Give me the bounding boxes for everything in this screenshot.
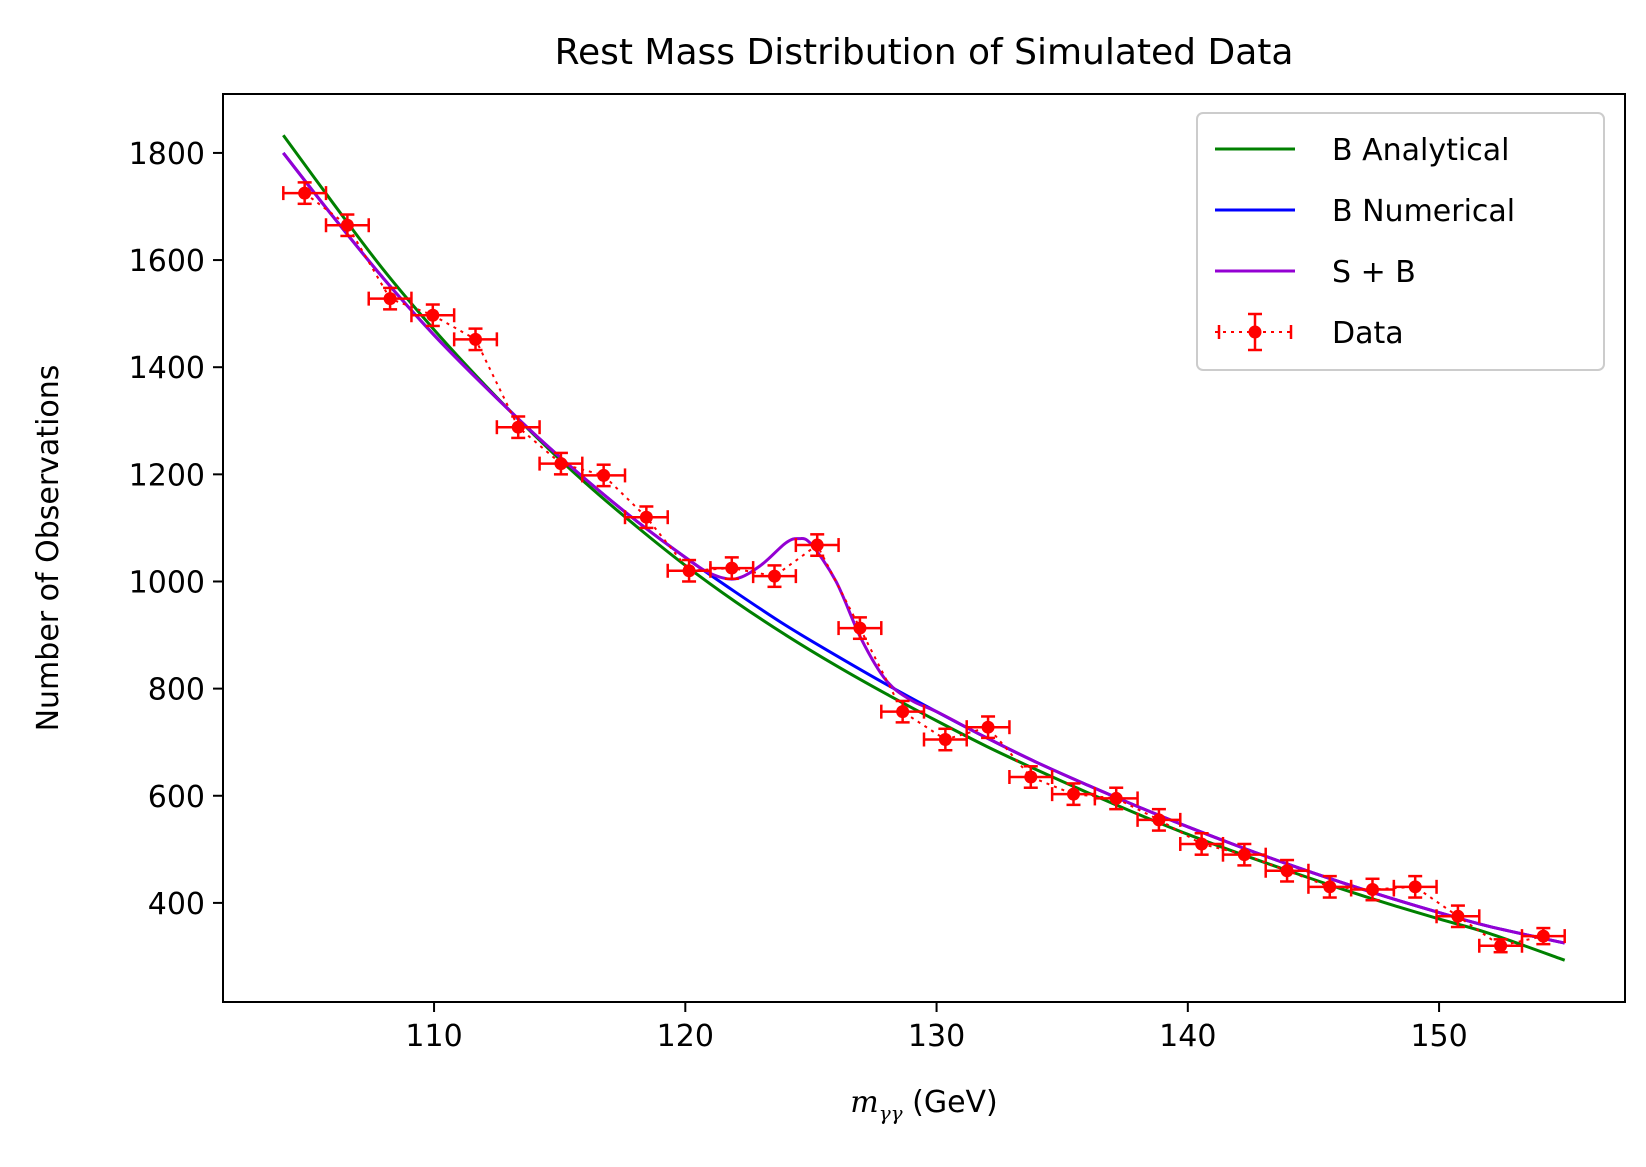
- data-marker: [298, 186, 312, 200]
- data-marker: [1152, 813, 1166, 827]
- data-marker: [810, 538, 824, 552]
- x-tick-label: 120: [657, 1019, 714, 1054]
- x-axis-math-subscript: γγ: [879, 1101, 903, 1125]
- data-marker: [1280, 864, 1294, 878]
- data-point: [538, 451, 584, 476]
- data-point: [1307, 874, 1353, 899]
- data-marker: [1365, 883, 1379, 897]
- data-marker: [1237, 848, 1251, 862]
- x-tick-label: 130: [908, 1019, 965, 1054]
- data-point: [837, 616, 883, 641]
- y-tick-label: 1800: [129, 137, 205, 172]
- data-marker: [1451, 909, 1465, 923]
- data-marker: [1408, 880, 1422, 894]
- y-tick-label: 1200: [129, 458, 205, 493]
- y-axis-title: Number of Observations: [31, 365, 66, 732]
- data-marker: [853, 621, 867, 635]
- x-axis-unit: (GeV): [903, 1085, 998, 1120]
- data-point: [367, 286, 413, 311]
- data-point: [324, 213, 370, 238]
- data-marker: [597, 468, 611, 482]
- legend-box: [1196, 112, 1605, 371]
- data-point: [623, 505, 669, 530]
- plot-area-frame: [222, 93, 1626, 1003]
- data-marker: [682, 564, 696, 578]
- data-point: [1221, 842, 1267, 867]
- legend-item-data: Data: [1215, 312, 1404, 352]
- x-axis-title: mγγ (GeV): [850, 1085, 998, 1125]
- series-line-s-b: [282, 152, 1566, 945]
- data-point: [709, 556, 755, 581]
- data-marker: [981, 720, 995, 734]
- x-axis-math-symbol: m: [850, 1085, 878, 1120]
- data-marker: [768, 569, 782, 583]
- y-tick-label: 1600: [129, 244, 205, 279]
- legend: B Analytical B Numerical S + B Data: [1196, 112, 1605, 371]
- y-tick-label: 1400: [129, 351, 205, 386]
- y-tick-label: 600: [148, 780, 205, 815]
- legend-label: B Numerical: [1332, 194, 1515, 229]
- x-tick-label: 150: [1410, 1019, 1467, 1054]
- x-tick-label: 140: [1159, 1019, 1216, 1054]
- data-point: [1179, 832, 1225, 856]
- data-point: [581, 463, 627, 488]
- data-marker: [1494, 939, 1508, 953]
- legend-item-s-b: S + B: [1215, 255, 1416, 290]
- legend-label: B Analytical: [1332, 133, 1509, 168]
- legend-label: S + B: [1332, 255, 1416, 290]
- data-marker: [1195, 837, 1209, 851]
- data-point: [282, 181, 328, 206]
- x-axis: 110 120 130 140 150: [405, 1002, 1468, 1054]
- data-point: [794, 533, 840, 558]
- data-points-layer: [282, 181, 1566, 954]
- x-tick-label: 110: [405, 1019, 462, 1054]
- data-marker: [554, 457, 568, 471]
- data-point: [1264, 858, 1310, 883]
- y-tick-label: 400: [148, 887, 205, 922]
- data-connector-line: [304, 192, 1544, 947]
- data-marker: [1109, 791, 1123, 805]
- data-point: [1478, 938, 1524, 954]
- legend-item-b-analytical: B Analytical: [1215, 133, 1509, 168]
- y-tick-label: 800: [148, 673, 205, 708]
- y-tick-label: 1000: [129, 565, 205, 600]
- data-marker: [896, 705, 910, 719]
- data-marker: [639, 510, 653, 524]
- data-marker: [426, 308, 440, 322]
- y-axis: 400 600 800 1000 1200 1400 1600 1800: [129, 137, 223, 922]
- legend-item-b-numerical: B Numerical: [1215, 194, 1515, 229]
- data-point: [1136, 807, 1182, 832]
- data-point: [410, 303, 456, 328]
- data-marker: [511, 420, 525, 434]
- data-marker: [1536, 929, 1550, 943]
- data-point: [880, 699, 926, 724]
- chart-title: Rest Mass Distribution of Simulated Data: [555, 32, 1294, 73]
- data-marker: [340, 218, 354, 232]
- data-point: [1435, 904, 1481, 929]
- data-point: [965, 715, 1011, 740]
- legend-label: Data: [1332, 316, 1404, 351]
- data-marker: [1024, 770, 1038, 784]
- data-marker: [938, 733, 952, 747]
- data-point: [922, 727, 968, 752]
- data-marker: [725, 561, 739, 575]
- legend-swatch: [1215, 312, 1295, 352]
- data-point: [495, 415, 541, 440]
- data-point: [1349, 877, 1396, 902]
- data-point: [751, 564, 798, 589]
- data-point: [1392, 874, 1438, 899]
- data-point: [1093, 786, 1139, 811]
- data-marker: [383, 292, 397, 306]
- data-point: [1008, 765, 1054, 789]
- data-marker: [1323, 880, 1337, 894]
- data-marker: [1066, 787, 1080, 801]
- data-marker: [469, 332, 483, 346]
- data-point: [1520, 926, 1566, 946]
- data-point: [452, 327, 499, 352]
